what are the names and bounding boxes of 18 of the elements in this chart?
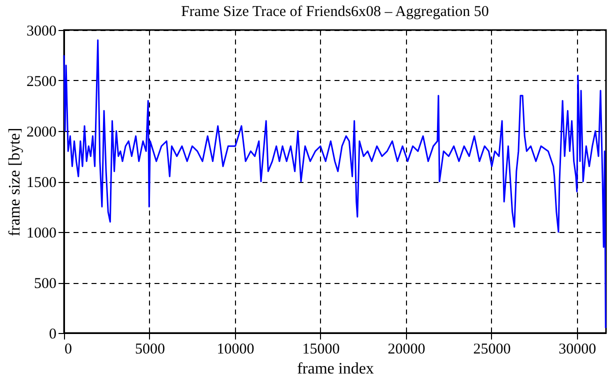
chart-title: Frame Size Trace of Friends6x08 – Aggregation 50 <box>181 4 489 20</box>
x-tick-label: 30000 <box>558 342 596 358</box>
y-tick-label: 2500 <box>26 74 56 90</box>
y-tick-label: 1000 <box>26 226 56 242</box>
y-tick-label: 0 <box>49 326 56 342</box>
y-axis-title: frame size [byte] <box>6 128 24 236</box>
y-tick-label: 500 <box>34 276 56 292</box>
x-tick-label: 15000 <box>302 342 340 358</box>
y-tick-label: 2000 <box>26 124 56 140</box>
x-tick-label: 20000 <box>388 342 426 358</box>
x-tick-label: 25000 <box>473 342 511 358</box>
line-series <box>63 39 606 329</box>
x-axis-title: frame index <box>297 360 374 378</box>
y-tick-label: 1500 <box>26 175 56 191</box>
y-tick-label: 3000 <box>26 24 56 40</box>
x-tick-label: 5000 <box>134 342 165 358</box>
x-tick-label: 10000 <box>216 342 254 358</box>
x-tick-label: 0 <box>64 342 72 358</box>
